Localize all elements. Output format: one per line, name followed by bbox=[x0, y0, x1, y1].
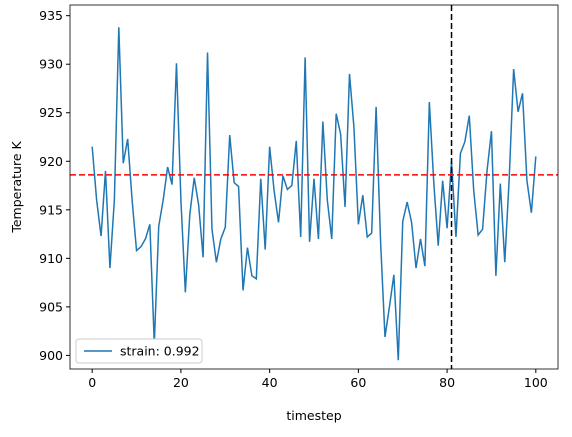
y-tick-label: 910 bbox=[39, 251, 63, 266]
line-series bbox=[91, 27, 537, 361]
x-axis-label: timestep bbox=[286, 408, 341, 423]
x-tick-label: 60 bbox=[350, 375, 366, 390]
y-tick-label: 930 bbox=[39, 57, 63, 72]
x-tick-label: 20 bbox=[173, 375, 189, 390]
y-tick-label: 925 bbox=[39, 105, 63, 120]
x-tick-label: 100 bbox=[524, 375, 548, 390]
y-tick-label: 905 bbox=[39, 299, 63, 314]
y-tick-label: 935 bbox=[39, 8, 63, 23]
y-axis-label: Temperature K bbox=[9, 141, 24, 234]
plot-frame bbox=[69, 4, 559, 370]
x-tick-label: 0 bbox=[88, 375, 96, 390]
y-tick-label: 915 bbox=[39, 202, 63, 217]
x-tick-label: 80 bbox=[439, 375, 455, 390]
y-tick-label: 920 bbox=[39, 154, 63, 169]
legend-box bbox=[75, 338, 203, 364]
x-tick-label: 40 bbox=[262, 375, 278, 390]
legend-label: strain: 0.992 bbox=[120, 344, 200, 359]
y-tick-label: 900 bbox=[39, 348, 63, 363]
